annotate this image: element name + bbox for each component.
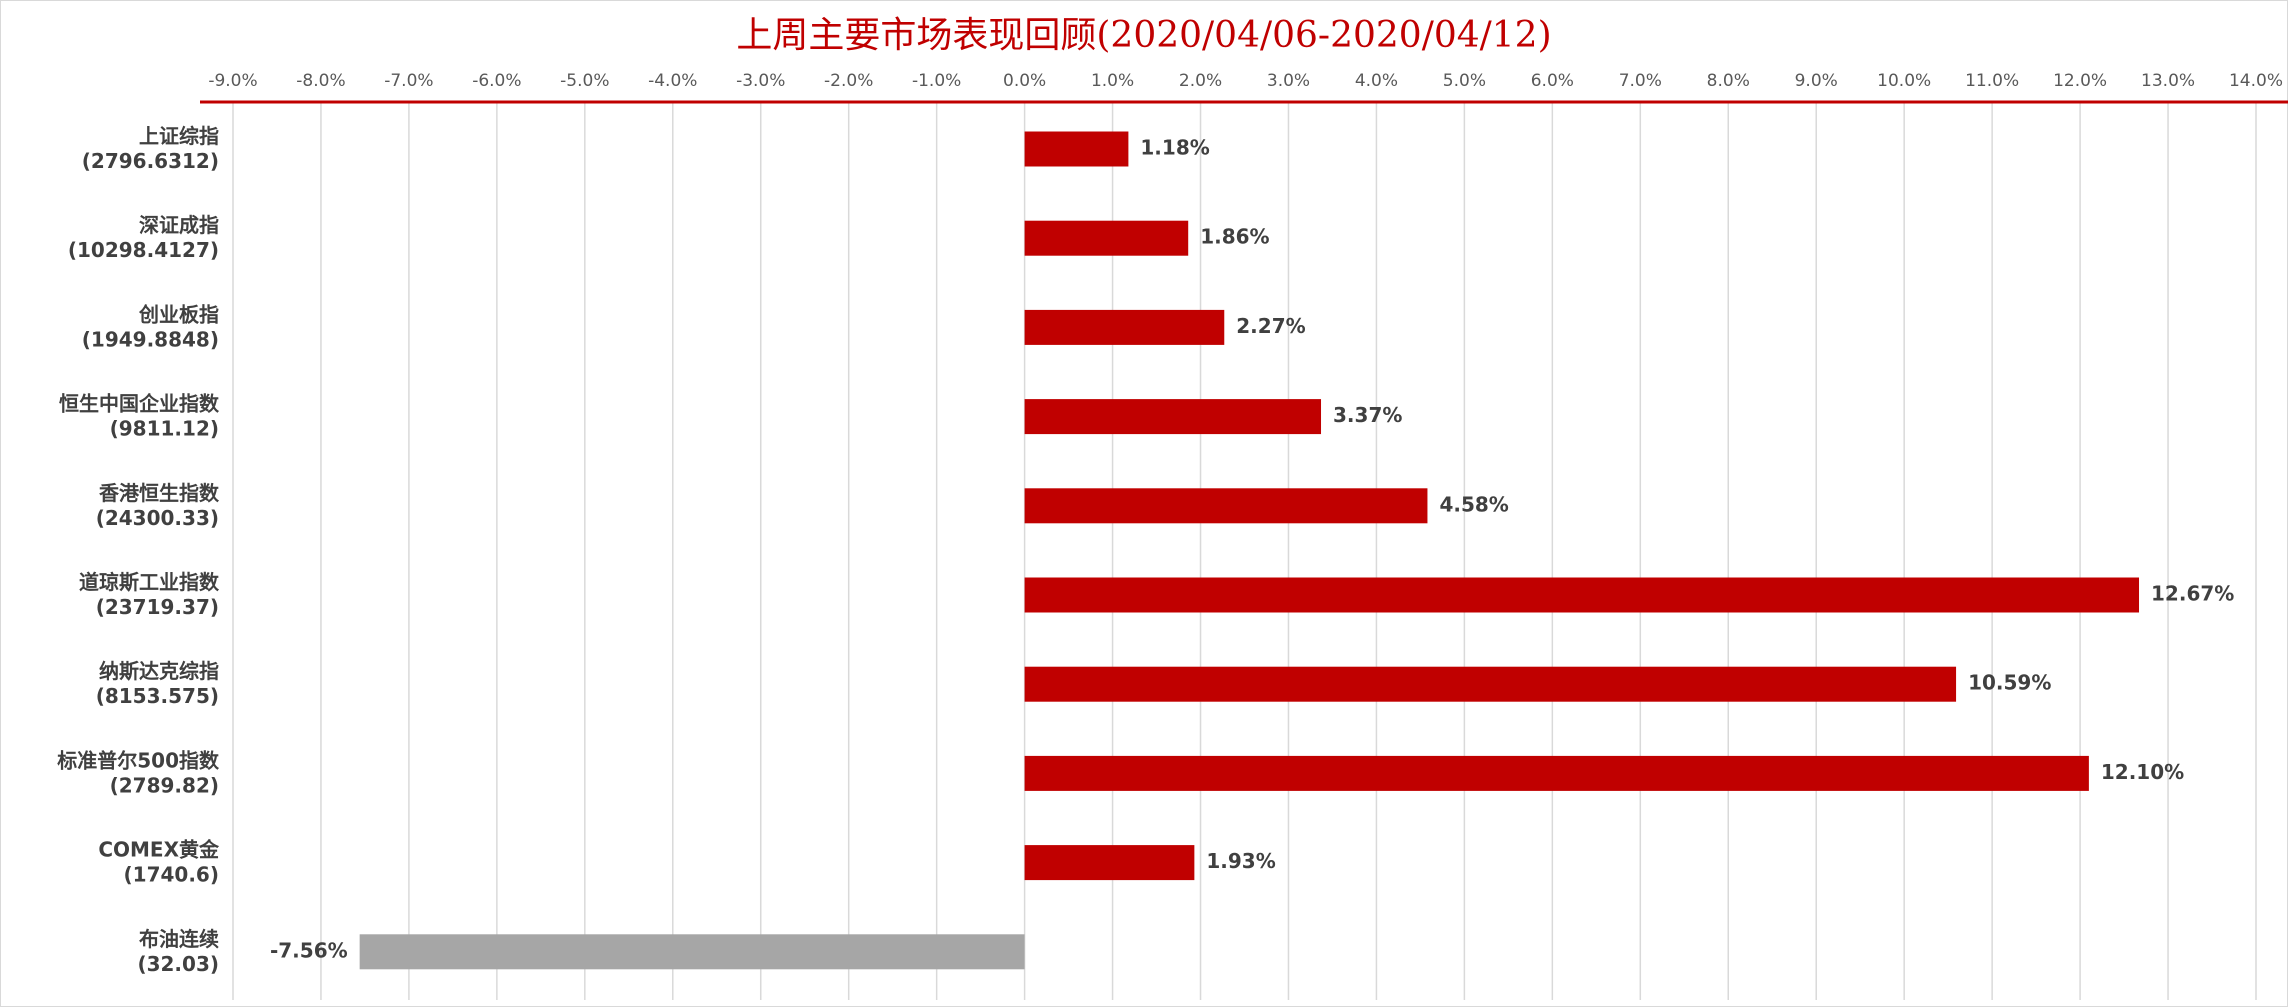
category-name: 恒生中国企业指数 bbox=[59, 391, 220, 415]
x-tick-label: 10.0% bbox=[1877, 71, 1931, 91]
category-sublabel: (10298.4127) bbox=[68, 238, 219, 262]
category-label: 道琼斯工业指数(23719.37) bbox=[79, 570, 220, 619]
x-tick-label: 9.0% bbox=[1795, 71, 1838, 91]
x-tick-label: 4.0% bbox=[1355, 71, 1398, 91]
category-label: 恒生中国企业指数(9811.12) bbox=[59, 391, 220, 440]
bar bbox=[1024, 577, 2140, 613]
x-tick-label: 5.0% bbox=[1443, 71, 1486, 91]
bar bbox=[1024, 845, 1195, 881]
value-label: 2.27% bbox=[1236, 314, 1305, 338]
category-sublabel: (2789.82) bbox=[110, 773, 219, 797]
x-tick-label: 14.0% bbox=[2229, 71, 2283, 91]
chart-title: 上周主要市场表现回顾(2020/04/06-2020/04/12) bbox=[736, 15, 1551, 56]
category-sublabel: (1949.8848) bbox=[82, 327, 219, 351]
x-tick-label: 0.0% bbox=[1003, 71, 1046, 91]
category-name: 创业板指 bbox=[138, 302, 219, 326]
category-name: 布油连续 bbox=[139, 926, 219, 950]
category-sublabel: (8153.575) bbox=[96, 684, 219, 708]
category-label: COMEX黄金(1740.6) bbox=[98, 837, 220, 886]
category-label: 上证综指(2796.6312) bbox=[82, 124, 219, 173]
bar bbox=[1024, 666, 1957, 702]
category-label: 标准普尔500指数(2789.82) bbox=[57, 748, 220, 797]
x-tick-label: -5.0% bbox=[560, 71, 609, 91]
value-label: 4.58% bbox=[1439, 492, 1508, 516]
category-label: 深证成指(10298.4127) bbox=[68, 213, 219, 262]
value-label: 1.93% bbox=[1206, 849, 1275, 873]
category-sublabel: (2796.6312) bbox=[82, 149, 219, 173]
x-tick-label: -8.0% bbox=[296, 71, 345, 91]
category-name: 标准普尔500指数 bbox=[57, 748, 220, 772]
x-tick-label: -9.0% bbox=[208, 71, 257, 91]
category-name: 上证综指 bbox=[139, 124, 219, 148]
value-label: 3.37% bbox=[1333, 403, 1402, 427]
value-label: 1.86% bbox=[1200, 225, 1269, 249]
category-name: 深证成指 bbox=[139, 213, 219, 237]
bar bbox=[1024, 755, 2089, 791]
value-label: 10.59% bbox=[1968, 671, 2051, 695]
x-tick-label: 11.0% bbox=[1965, 71, 2019, 91]
bar bbox=[1024, 488, 1428, 524]
category-label: 创业板指(1949.8848) bbox=[82, 302, 219, 351]
category-name: 道琼斯工业指数 bbox=[79, 570, 220, 594]
category-name: 纳斯达克综指 bbox=[99, 659, 219, 683]
x-tick-label: -3.0% bbox=[736, 71, 785, 91]
bar bbox=[359, 934, 1025, 970]
x-tick-label: 1.0% bbox=[1091, 71, 1134, 91]
bar bbox=[1024, 399, 1322, 435]
category-sublabel: (32.03) bbox=[137, 951, 219, 975]
x-tick-label: 2.0% bbox=[1179, 71, 1222, 91]
category-sublabel: (9811.12) bbox=[110, 416, 219, 440]
x-tick-label: -4.0% bbox=[648, 71, 697, 91]
x-tick-label: 7.0% bbox=[1619, 71, 1662, 91]
bar bbox=[1024, 309, 1225, 345]
x-tick-label: 8.0% bbox=[1707, 71, 1750, 91]
x-tick-label: 6.0% bbox=[1531, 71, 1574, 91]
category-label: 纳斯达克综指(8153.575) bbox=[96, 659, 219, 708]
category-sublabel: (24300.33) bbox=[96, 505, 219, 529]
bar bbox=[1024, 131, 1129, 167]
x-tick-label: -2.0% bbox=[824, 71, 873, 91]
value-label: -7.56% bbox=[270, 938, 348, 962]
x-tick-label: -1.0% bbox=[912, 71, 961, 91]
category-name: COMEX黄金 bbox=[98, 837, 220, 861]
bar bbox=[1024, 220, 1189, 256]
x-tick-label: 12.0% bbox=[2053, 71, 2107, 91]
value-label: 1.18% bbox=[1140, 136, 1209, 160]
category-name: 香港恒生指数 bbox=[99, 480, 220, 504]
x-tick-label: -6.0% bbox=[472, 71, 521, 91]
x-tick-label: 3.0% bbox=[1267, 71, 1310, 91]
category-label: 香港恒生指数(24300.33) bbox=[96, 480, 220, 529]
category-sublabel: (23719.37) bbox=[96, 595, 219, 619]
category-sublabel: (1740.6) bbox=[124, 862, 219, 886]
x-tick-label: 13.0% bbox=[2141, 71, 2195, 91]
category-label: 布油连续(32.03) bbox=[137, 926, 219, 975]
x-tick-label: -7.0% bbox=[384, 71, 433, 91]
value-label: 12.10% bbox=[2101, 760, 2184, 784]
value-label: 12.67% bbox=[2151, 582, 2234, 606]
